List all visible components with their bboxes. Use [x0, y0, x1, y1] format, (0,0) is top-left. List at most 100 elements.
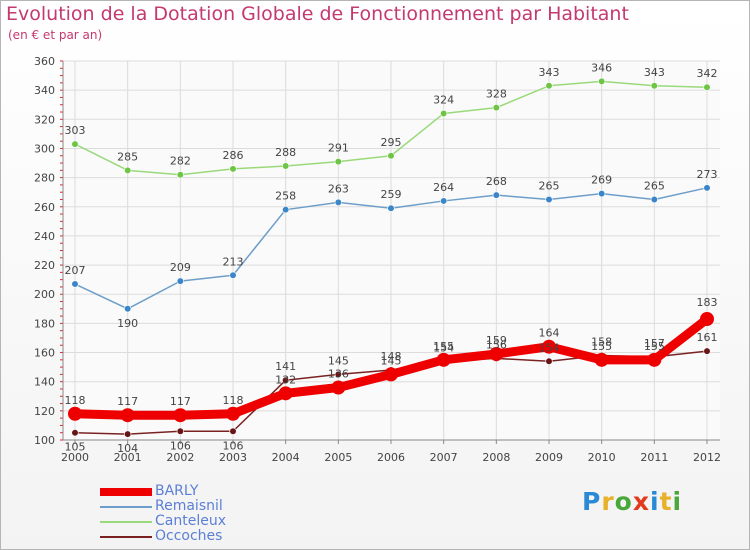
data-point-occoches	[334, 370, 342, 379]
data-point-remaisnil	[282, 206, 290, 214]
logo-letter: o	[614, 487, 633, 516]
y-tick-label: 220	[34, 259, 55, 272]
data-label-occoches: 158	[591, 335, 612, 348]
y-tick-label: 140	[34, 376, 55, 389]
data-label-occoches: 154	[433, 341, 454, 354]
data-point-canteleux	[282, 162, 290, 170]
y-tick-label: 320	[34, 113, 55, 126]
data-label-barly: 155	[591, 340, 612, 353]
y-tick-label: 180	[34, 317, 55, 330]
x-tick-label: 2006	[377, 451, 405, 464]
data-label-canteleux: 291	[328, 142, 349, 155]
logo-letter: r	[601, 487, 615, 516]
data-point-barly	[226, 406, 240, 421]
data-label-canteleux: 324	[433, 93, 454, 106]
data-point-barly	[173, 408, 188, 423]
data-label-remaisnil: 190	[117, 317, 138, 330]
y-tick-label: 200	[34, 288, 55, 301]
data-point-remaisnil	[492, 191, 500, 199]
data-label-canteleux: 303	[65, 124, 86, 137]
data-label-canteleux: 328	[486, 88, 507, 101]
y-tick-label: 360	[34, 55, 55, 68]
data-label-occoches: 105	[65, 441, 86, 454]
data-label-barly: 117	[117, 395, 138, 408]
y-tick-label: 340	[34, 84, 55, 97]
x-tick-label: 2002	[166, 451, 194, 464]
data-label-canteleux: 286	[223, 149, 244, 162]
data-point-canteleux	[650, 82, 658, 90]
logo-letter: i	[650, 487, 660, 516]
legend-swatch-occoches	[100, 536, 152, 538]
data-point-barly	[384, 367, 398, 382]
y-tick-label: 280	[34, 172, 55, 185]
data-point-canteleux	[703, 83, 711, 91]
data-label-remaisnil: 263	[328, 182, 349, 195]
data-point-remaisnil	[387, 204, 395, 212]
y-tick-label: 300	[34, 142, 55, 155]
y-tick-label: 240	[34, 230, 55, 243]
logo-letter: i	[672, 487, 683, 516]
data-label-remaisnil: 269	[591, 174, 612, 187]
data-point-canteleux	[71, 140, 79, 148]
data-point-barly	[331, 380, 346, 395]
data-point-canteleux	[440, 109, 448, 118]
y-tick-label: 160	[34, 347, 55, 360]
data-label-occoches: 106	[170, 439, 191, 452]
y-tick-label: 260	[34, 201, 55, 214]
legend-swatch-remaisnil	[100, 506, 152, 508]
data-point-canteleux	[176, 171, 184, 179]
data-label-canteleux: 282	[170, 155, 191, 168]
data-point-canteleux	[124, 166, 132, 174]
x-tick-label: 2003	[219, 451, 247, 464]
data-label-barly: 118	[65, 394, 86, 407]
data-label-occoches: 154	[539, 341, 560, 354]
data-label-occoches: 161	[697, 331, 718, 344]
x-tick-label: 2010	[588, 451, 616, 464]
data-point-remaisnil	[176, 277, 184, 285]
data-label-barly: 164	[539, 327, 560, 340]
x-tick-label: 2008	[482, 451, 510, 464]
chart-subtitle: (en € et par an)	[8, 28, 103, 42]
data-label-occoches: 148	[381, 350, 402, 363]
data-point-occoches	[703, 347, 711, 355]
data-label-canteleux: 343	[644, 66, 665, 79]
data-label-remaisnil: 207	[65, 264, 86, 277]
data-point-occoches	[124, 430, 132, 438]
data-point-canteleux	[229, 165, 237, 173]
data-label-remaisnil: 273	[697, 168, 718, 181]
y-tick-label: 120	[34, 405, 55, 418]
data-point-barly	[542, 339, 556, 354]
data-label-canteleux: 343	[539, 66, 560, 79]
data-point-remaisnil	[545, 195, 553, 204]
data-point-barly	[120, 408, 135, 423]
data-point-canteleux	[492, 104, 500, 112]
data-point-remaisnil	[650, 195, 658, 204]
data-label-barly: 136	[328, 368, 349, 381]
data-label-barly: 159	[486, 334, 507, 347]
data-point-remaisnil	[703, 184, 711, 192]
data-label-remaisnil: 268	[486, 175, 507, 188]
data-label-canteleux: 295	[381, 136, 402, 149]
data-label-canteleux: 285	[117, 150, 138, 163]
data-label-remaisnil: 265	[644, 179, 665, 192]
data-point-remaisnil	[440, 197, 448, 205]
data-label-remaisnil: 264	[433, 181, 454, 194]
x-tick-label: 2007	[430, 451, 458, 464]
logo-letter: x	[632, 487, 650, 516]
data-point-canteleux	[334, 157, 342, 166]
data-point-occoches	[71, 429, 79, 437]
data-label-remaisnil: 209	[170, 261, 191, 274]
data-point-remaisnil	[124, 305, 132, 313]
data-label-occoches: 141	[275, 360, 296, 373]
data-point-remaisnil	[334, 198, 342, 206]
legend-label-occoches: Occoches	[155, 528, 223, 544]
data-point-barly	[436, 352, 451, 367]
data-label-remaisnil: 258	[275, 190, 296, 203]
data-label-occoches: 145	[328, 354, 349, 367]
legend-label-barly: BARLY	[155, 483, 199, 499]
proxiti-logo: Proxiti	[582, 487, 682, 516]
x-tick-label: 2012	[693, 451, 721, 464]
data-point-barly	[68, 406, 82, 421]
data-label-occoches: 157	[644, 337, 665, 350]
